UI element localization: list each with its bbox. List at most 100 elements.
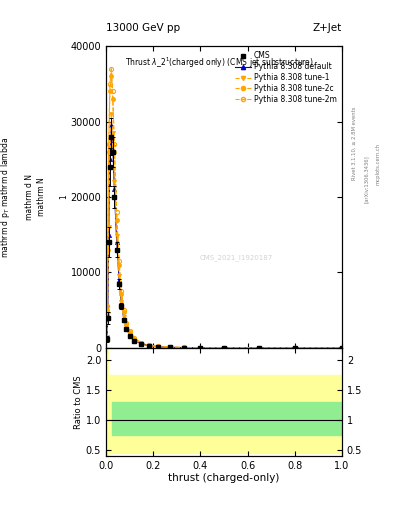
Pythia 8.308 default xyxy=(109,122,114,129)
Pythia 8.308 default xyxy=(112,186,117,193)
Pythia 8.308 tune-2c xyxy=(109,73,114,79)
Pythia 8.308 tune-1 xyxy=(198,345,203,351)
Pythia 8.308 tune-1 xyxy=(132,337,137,343)
Pythia 8.308 tune-2m xyxy=(110,88,115,94)
Pythia 8.308 tune-2c xyxy=(112,148,117,155)
Pythia 8.308 tune-1 xyxy=(108,145,112,151)
Pythia 8.308 default xyxy=(110,141,115,147)
Pythia 8.308 default xyxy=(167,344,172,350)
Legend: CMS, Pythia 8.308 default, Pythia 8.308 tune-1, Pythia 8.308 tune-2c, Pythia 8.3: CMS, Pythia 8.308 default, Pythia 8.308 … xyxy=(234,50,338,105)
Pythia 8.308 tune-2m xyxy=(127,328,132,334)
Pythia 8.308 tune-2c xyxy=(105,307,109,313)
Pythia 8.308 tune-2c xyxy=(167,344,172,350)
Pythia 8.308 default xyxy=(222,345,226,351)
Pythia 8.308 tune-2m xyxy=(105,303,109,309)
Pythia 8.308 tune-1 xyxy=(114,233,119,239)
Y-axis label: mathrm d$^2$N
mathrm d p$_T$ mathrm d lambda
 
mathrm d N
mathrm N
 
1: mathrm d$^2$N mathrm d p$_T$ mathrm d la… xyxy=(0,136,68,258)
Pythia 8.308 tune-1 xyxy=(156,344,160,350)
Pythia 8.308 default xyxy=(108,156,112,162)
Pythia 8.308 tune-2c xyxy=(132,335,137,342)
Text: mcplots.cern.ch: mcplots.cern.ch xyxy=(375,143,380,185)
Text: Thrust $\lambda\_2^1$(charged only) (CMS jet substructure): Thrust $\lambda\_2^1$(charged only) (CMS… xyxy=(125,55,314,70)
Pythia 8.308 default xyxy=(124,325,129,331)
Line: Pythia 8.308 tune-1: Pythia 8.308 tune-1 xyxy=(105,112,344,350)
Pythia 8.308 tune-2m xyxy=(182,345,186,351)
Pythia 8.308 tune-2m xyxy=(109,66,114,72)
Text: Z+Jet: Z+Jet xyxy=(313,23,342,33)
Pythia 8.308 tune-2c xyxy=(114,217,119,223)
Pythia 8.308 tune-2c xyxy=(124,321,129,327)
Text: [arXiv:1306.3436]: [arXiv:1306.3436] xyxy=(364,155,369,203)
Pythia 8.308 default xyxy=(146,343,151,349)
Pythia 8.308 tune-1 xyxy=(121,314,126,320)
Pythia 8.308 tune-2c xyxy=(105,247,110,253)
Pythia 8.308 tune-2c xyxy=(146,342,151,348)
Pythia 8.308 tune-2c xyxy=(222,345,226,351)
Pythia 8.308 tune-1 xyxy=(105,311,110,317)
Pythia 8.308 tune-2m xyxy=(107,141,111,147)
Pythia 8.308 tune-2m xyxy=(198,345,203,351)
Pythia 8.308 tune-2m xyxy=(146,342,151,348)
Pythia 8.308 default xyxy=(114,239,119,245)
Pythia 8.308 tune-1 xyxy=(112,179,117,185)
Text: Rivet 3.1.10, ≥ 2.8M events: Rivet 3.1.10, ≥ 2.8M events xyxy=(352,106,357,180)
Pythia 8.308 tune-2m xyxy=(117,258,121,264)
Pythia 8.308 tune-2m xyxy=(167,344,172,350)
Pythia 8.308 tune-1 xyxy=(117,273,121,279)
Line: Pythia 8.308 default: Pythia 8.308 default xyxy=(105,123,344,350)
Pythia 8.308 tune-2m xyxy=(114,209,119,215)
Pythia 8.308 tune-2c xyxy=(121,309,126,315)
Pythia 8.308 default xyxy=(182,345,186,351)
Pythia 8.308 tune-1 xyxy=(119,299,124,305)
Pythia 8.308 tune-1 xyxy=(110,130,115,136)
Pythia 8.308 default xyxy=(156,344,160,350)
Pythia 8.308 tune-1 xyxy=(127,331,132,337)
Pythia 8.308 tune-2c xyxy=(108,88,112,94)
Pythia 8.308 default xyxy=(121,315,126,322)
Pythia 8.308 tune-2m xyxy=(124,319,129,326)
Pythia 8.308 tune-2m xyxy=(121,307,126,313)
Pythia 8.308 default xyxy=(105,313,110,319)
Pythia 8.308 tune-2c xyxy=(117,262,121,268)
Pythia 8.308 tune-2m xyxy=(119,288,124,294)
Pythia 8.308 default xyxy=(139,341,144,347)
Pythia 8.308 default xyxy=(198,345,203,351)
Pythia 8.308 tune-1 xyxy=(139,340,144,347)
Pythia 8.308 tune-2m xyxy=(108,81,112,87)
Pythia 8.308 tune-1 xyxy=(107,224,111,230)
Text: CMS_2021_I1920187: CMS_2021_I1920187 xyxy=(199,254,272,261)
Pythia 8.308 tune-2m xyxy=(139,340,144,346)
X-axis label: thrust (charged-only): thrust (charged-only) xyxy=(168,473,280,483)
Pythia 8.308 tune-2c xyxy=(182,345,186,351)
Pythia 8.308 tune-2c xyxy=(107,148,111,155)
Pythia 8.308 tune-1 xyxy=(222,345,226,351)
Pythia 8.308 default xyxy=(132,337,137,344)
Pythia 8.308 tune-2m xyxy=(222,345,226,351)
Pythia 8.308 tune-1 xyxy=(182,345,186,351)
Pythia 8.308 tune-2m xyxy=(340,345,344,351)
Pythia 8.308 tune-2c xyxy=(198,345,203,351)
Pythia 8.308 tune-1 xyxy=(124,324,129,330)
Pythia 8.308 tune-1 xyxy=(340,345,344,351)
Pythia 8.308 tune-2c xyxy=(340,345,344,351)
Pythia 8.308 tune-1 xyxy=(292,345,297,351)
Pythia 8.308 tune-2c xyxy=(292,345,297,351)
Pythia 8.308 tune-1 xyxy=(109,111,114,117)
Pythia 8.308 tune-2c xyxy=(257,345,262,351)
Pythia 8.308 tune-2c xyxy=(156,344,160,350)
Pythia 8.308 tune-2m xyxy=(132,335,137,341)
Pythia 8.308 default xyxy=(117,277,121,283)
Pythia 8.308 default xyxy=(107,231,111,238)
Line: Pythia 8.308 tune-2c: Pythia 8.308 tune-2c xyxy=(105,74,344,350)
Pythia 8.308 tune-2c xyxy=(139,340,144,346)
Pythia 8.308 tune-1 xyxy=(257,345,262,351)
Pythia 8.308 tune-2m xyxy=(156,344,160,350)
Pythia 8.308 tune-1 xyxy=(146,343,151,349)
Y-axis label: Ratio to CMS: Ratio to CMS xyxy=(74,375,83,429)
Pythia 8.308 tune-2m xyxy=(292,345,297,351)
Pythia 8.308 tune-2c xyxy=(119,290,124,296)
Text: 13000 GeV pp: 13000 GeV pp xyxy=(106,23,180,33)
Line: Pythia 8.308 tune-2m: Pythia 8.308 tune-2m xyxy=(105,67,344,350)
Pythia 8.308 default xyxy=(127,332,132,338)
Pythia 8.308 default xyxy=(292,345,297,351)
